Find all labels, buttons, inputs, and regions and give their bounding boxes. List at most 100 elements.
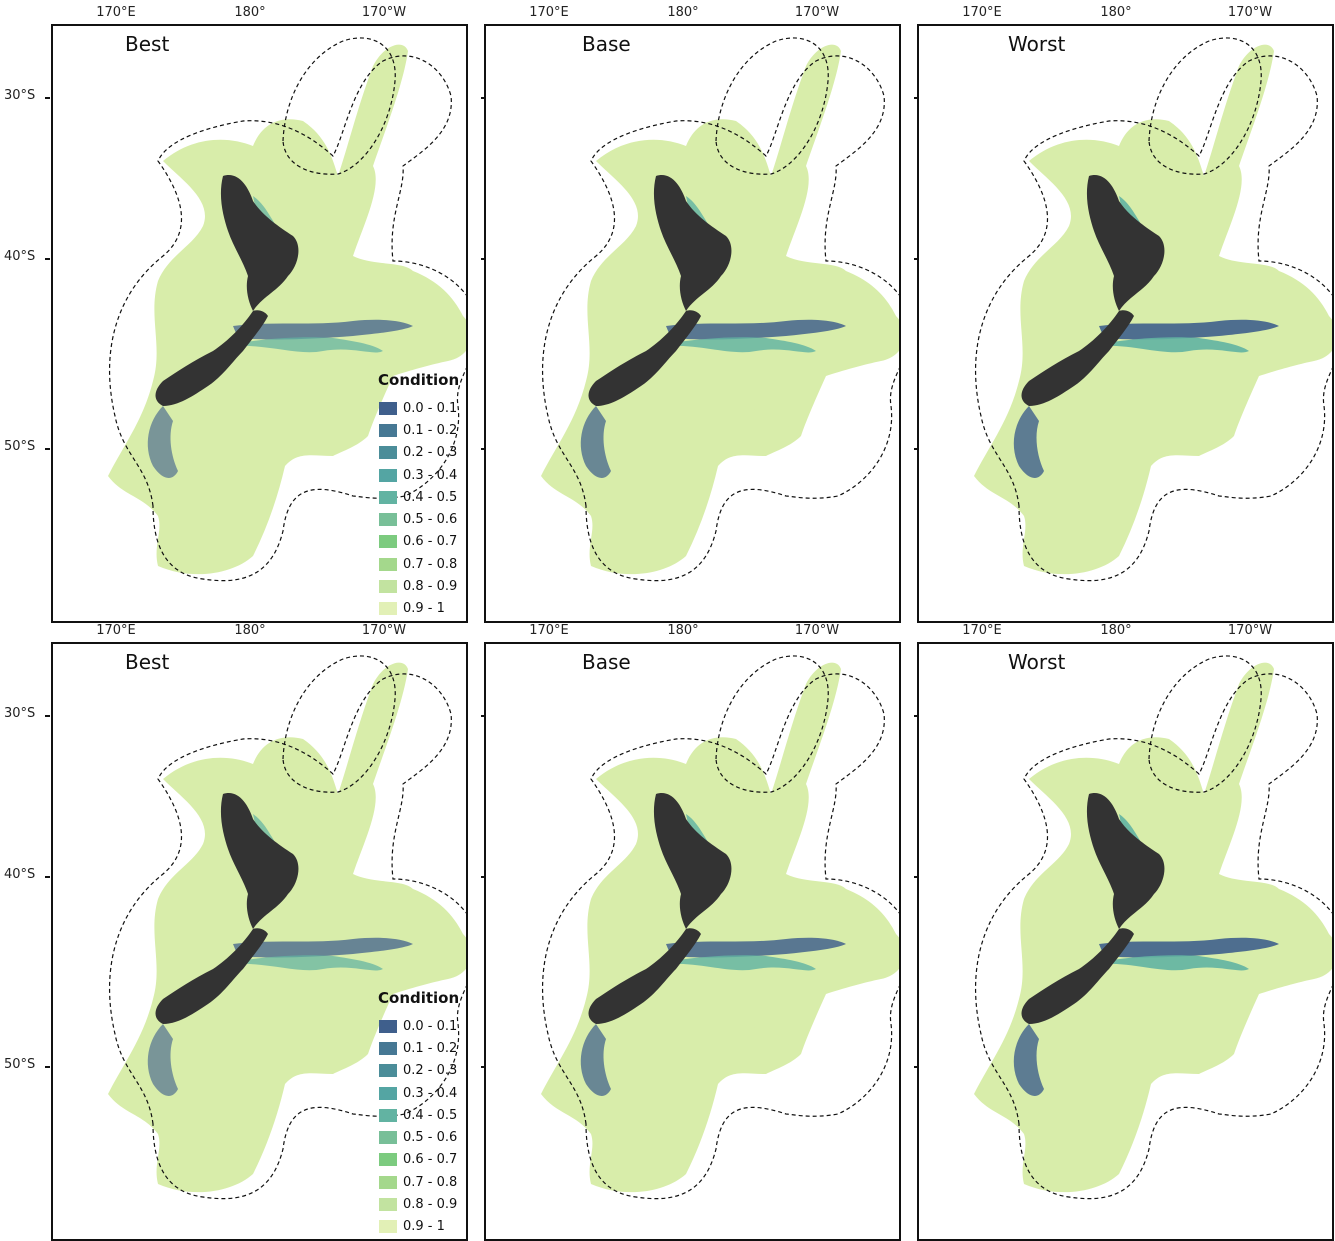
panel-title: Best [125, 32, 170, 56]
legend-item: 0.0 - 0.1 [379, 397, 459, 419]
condition-high-area [108, 662, 466, 1193]
fiordland-impact [147, 406, 178, 478]
condition-high-area [319, 399, 360, 438]
legend-swatch [379, 580, 397, 594]
legend-item: 0.8 - 0.9 [379, 575, 459, 597]
latitude-tick [45, 1066, 50, 1068]
condition-high-area [319, 1017, 360, 1056]
map-frame: Base [484, 24, 901, 623]
condition-high-area [974, 44, 1332, 575]
latitude-tick [914, 1066, 919, 1068]
legend-item: 0.8 - 0.9 [379, 1193, 459, 1215]
condition-high-area [752, 1017, 793, 1056]
legend-label: 0.2 - 0.3 [403, 445, 458, 461]
chatham-rise-impact [233, 319, 413, 340]
longitude-label: 170°W [361, 5, 407, 20]
legend-label: 0.1 - 0.2 [403, 1040, 458, 1056]
panel-title: Base [582, 650, 631, 674]
chatham-rise-impact [1099, 955, 1249, 971]
eez-boundary [975, 673, 1332, 1200]
eez-boundary [109, 55, 466, 582]
kermadec-boundary [715, 37, 829, 175]
legend-swatch [379, 1131, 397, 1145]
legend-item: 0.9 - 1 [379, 1216, 459, 1238]
fiordland-impact [580, 1024, 611, 1096]
legend-label: 0.4 - 0.5 [403, 489, 458, 505]
legend-item: 0.1 - 0.2 [379, 1037, 459, 1059]
legend-item: 0.5 - 0.6 [379, 508, 459, 530]
legend-label: 0.3 - 0.4 [403, 467, 458, 483]
latitude-tick [45, 876, 50, 878]
legend-swatch [379, 1086, 397, 1100]
chatham-rise-impact [233, 337, 383, 353]
condition-high-area [541, 44, 899, 575]
latitude-tick [45, 97, 50, 99]
eez-boundary [975, 55, 1332, 582]
chatham-rise-impact [666, 337, 816, 353]
north-island-land [1086, 793, 1165, 929]
legend-label: 0.9 - 1 [403, 601, 445, 617]
map-frame: Best Condition 0.0 - 0.1 0.1 - 0.2 0.2 - 0.3… [51, 24, 468, 623]
legend-label: 0.5 - 0.6 [403, 512, 458, 528]
latitude-tick [914, 876, 919, 878]
eez-map [108, 655, 466, 1200]
south-island-land [155, 928, 268, 1024]
chatham-rise-impact [666, 955, 816, 971]
fiordland-impact [147, 1024, 178, 1096]
longitude-label: 170°W [1227, 623, 1273, 638]
fiordland-impact [1013, 1024, 1044, 1096]
chatham-rise-impact [1099, 337, 1249, 353]
latitude-tick [45, 715, 50, 717]
latitude-tick [45, 258, 50, 260]
latitude-tick [481, 97, 486, 99]
legend-item: 0.0 - 0.1 [379, 1015, 459, 1037]
legend-item: 0.2 - 0.3 [379, 442, 459, 464]
longitude-label: 180° [234, 623, 266, 638]
legend-swatch [379, 1198, 397, 1212]
legend-label: 0.0 - 0.1 [403, 400, 458, 416]
kermadec-boundary [282, 655, 396, 793]
map-frame: Worst [917, 642, 1334, 1241]
south-island-land [1021, 928, 1134, 1024]
condition-high-area [1185, 1017, 1226, 1056]
latitude-label: 30°S [4, 706, 36, 721]
chatham-rise-impact [666, 937, 846, 958]
legend-swatch [379, 1153, 397, 1167]
condition-high-area [974, 662, 1332, 1193]
chatham-rise-impact [1099, 937, 1279, 958]
legend-swatch [379, 446, 397, 460]
map-panel-worst-bottom: 170°E 180° 170°W Worst [866, 618, 1334, 1241]
eez-map [974, 37, 1332, 582]
latitude-tick [481, 715, 486, 717]
latitude-label: 40°S [4, 249, 36, 264]
legend-swatch [379, 557, 397, 571]
map-panel-worst-top: 170°E 180° 170°W Worst [866, 0, 1334, 623]
legend-label: 0.4 - 0.5 [403, 1107, 458, 1123]
eez-boundary [109, 673, 466, 1200]
legend-swatch [379, 1175, 397, 1189]
kermadec-boundary [715, 655, 829, 793]
longitude-label: 180° [234, 5, 266, 20]
north-island-land [1086, 175, 1165, 311]
legend-title: Condition [378, 989, 460, 1007]
legend-item: 0.5 - 0.6 [379, 1126, 459, 1148]
legend-swatch [379, 468, 397, 482]
legend-swatch [379, 490, 397, 504]
latitude-tick [914, 258, 919, 260]
south-island-land [155, 310, 268, 406]
legend-title: Condition [378, 371, 460, 389]
south-island-land [588, 928, 701, 1024]
map-panel-best-bottom: 170°E 180° 170°W Best Condition 0.0 - 0.1 0.1 … [0, 618, 468, 1241]
longitude-label: 170°W [361, 623, 407, 638]
longitude-label: 180° [667, 623, 699, 638]
map-frame: Base [484, 642, 901, 1241]
legend-item: 0.7 - 0.8 [379, 1171, 459, 1193]
south-island-land [588, 310, 701, 406]
latitude-label: 50°S [4, 1057, 36, 1072]
longitude-label: 170°E [96, 5, 136, 20]
kermadec-boundary [1148, 37, 1262, 175]
eez-map [974, 655, 1332, 1200]
chatham-rise-impact [233, 955, 383, 971]
latitude-tick [914, 715, 919, 717]
condition-high-area [1185, 399, 1226, 438]
